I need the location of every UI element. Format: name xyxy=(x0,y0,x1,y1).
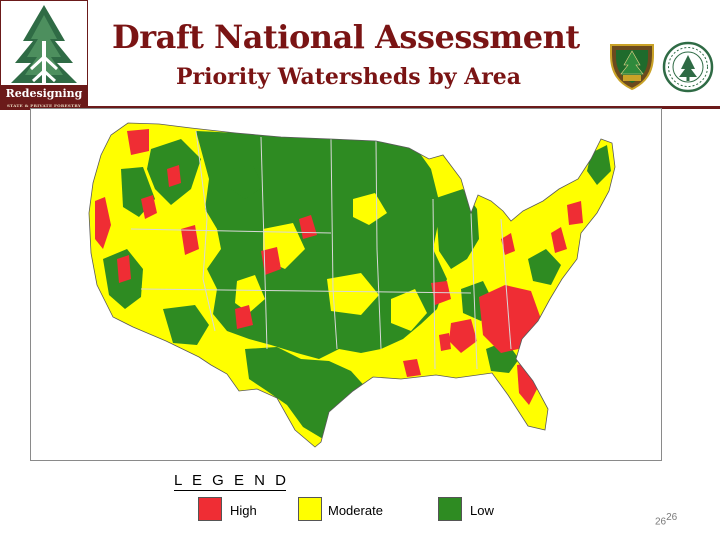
legend-swatch-high xyxy=(198,497,222,521)
state-boundaries xyxy=(130,130,512,370)
legend-title: L E G E N D xyxy=(174,472,289,491)
legend-swatch-low xyxy=(438,497,462,521)
slide-number: 2626 xyxy=(655,512,677,527)
region-high xyxy=(551,227,567,253)
region-high xyxy=(95,197,111,249)
region-moderate xyxy=(391,289,427,331)
region-moderate xyxy=(327,273,379,315)
logo-tagline: STATE & PRIVATE FORESTRY xyxy=(6,103,82,108)
us-forest-service-shield-icon xyxy=(610,44,654,91)
region-low xyxy=(433,189,479,269)
slide-title: Draft National Assessment xyxy=(112,18,580,56)
region-low xyxy=(231,165,263,199)
region-low xyxy=(528,249,561,285)
legend-label-moderate: Moderate xyxy=(328,503,383,518)
region-high xyxy=(127,129,149,155)
title-divider xyxy=(88,106,720,109)
region-low xyxy=(163,305,209,345)
logo-band: Redesigning STATE & PRIVATE FORESTRY xyxy=(1,85,87,109)
conus-watershed-map xyxy=(88,122,616,448)
region-high xyxy=(439,333,451,351)
logo-text: Redesigning xyxy=(5,87,83,100)
state-foresters-seal-icon xyxy=(662,41,714,93)
region-high xyxy=(261,247,281,275)
region-high xyxy=(117,255,131,283)
region-high xyxy=(403,359,421,377)
legend-label-high: High xyxy=(230,503,257,518)
region-high xyxy=(501,233,515,255)
region-high xyxy=(141,195,157,219)
watershed-priority-map xyxy=(30,108,662,461)
region-moderate xyxy=(235,275,265,313)
legend-label-low: Low xyxy=(470,503,494,518)
pine-tree-icon xyxy=(11,5,77,83)
legend-swatch-moderate xyxy=(298,497,322,521)
slide-number-sup: 26 xyxy=(666,512,678,523)
region-low xyxy=(245,347,369,439)
map-regions xyxy=(89,123,615,447)
conus-outline xyxy=(88,122,616,448)
region-high xyxy=(181,225,199,255)
region-high xyxy=(235,305,253,329)
program-logo: Redesigning STATE & PRIVATE FORESTRY xyxy=(0,0,88,110)
region-high xyxy=(567,201,583,225)
region-moderate xyxy=(353,193,387,225)
region-high xyxy=(167,165,181,187)
region-high xyxy=(449,319,477,353)
slide-subtitle: Priority Watersheds by Area xyxy=(176,64,522,90)
slide-number-main: 26 xyxy=(655,516,667,528)
